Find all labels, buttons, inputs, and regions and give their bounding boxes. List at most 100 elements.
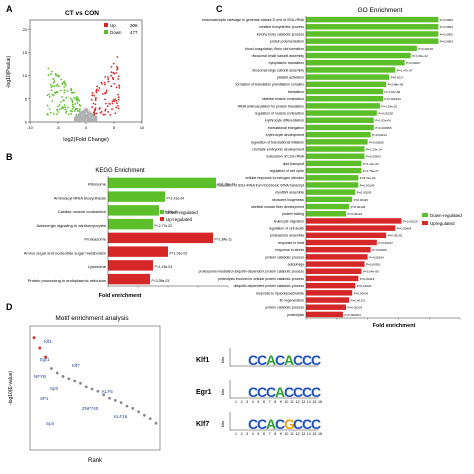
bar — [306, 146, 365, 152]
volcano-point-up — [111, 100, 114, 103]
bar-label: protein folding — [282, 212, 304, 216]
bar — [306, 268, 362, 274]
volcano-point-up — [116, 66, 118, 68]
bar-label: formation of translation preinitiation c… — [236, 83, 305, 87]
logo-letter: C — [275, 352, 285, 368]
bar-pvalue: P=0.00404 — [397, 227, 412, 231]
bar — [306, 254, 368, 260]
volcano-point-down — [56, 91, 59, 94]
logo-position: 1 — [235, 400, 237, 404]
bar — [306, 88, 383, 95]
bar-label: regulation of cell cycle — [270, 169, 304, 173]
logo-position: 11 — [290, 400, 294, 404]
motif-point — [44, 355, 48, 359]
volcano-point-up — [91, 94, 94, 97]
bar-pvalue: P=0.00437 — [378, 241, 393, 245]
logo-position: 6 — [263, 400, 265, 404]
volcano-point-up — [115, 106, 118, 109]
volcano-point-down — [71, 110, 73, 113]
bar-label: skeletal muscle contraction — [262, 97, 304, 101]
volcano-point-down — [46, 94, 49, 97]
volcano-point-down — [64, 82, 66, 85]
volcano-point-down — [79, 104, 82, 107]
volcano-point-down — [61, 96, 64, 98]
volcano-point-ns — [84, 113, 87, 116]
bar — [306, 261, 365, 267]
volcano-point-down — [62, 107, 64, 110]
legend-down-count: 477 — [130, 30, 138, 35]
motif-point — [79, 381, 82, 385]
volcano-point-ns — [94, 116, 97, 119]
bar-pvalue: P=1.23e-14 — [366, 147, 382, 151]
bar-label: proteolysis involved in cellular protein… — [218, 277, 304, 281]
motif-point — [67, 377, 71, 381]
volcano-point-up — [98, 108, 101, 110]
bar-label: Lysosome — [88, 264, 107, 269]
bar-pvalue: P=0.00301 — [366, 263, 381, 267]
bar-label: myofibril assembly — [275, 191, 304, 195]
volcano-x-tick-label: 5 — [113, 125, 116, 130]
logo-position: 12 — [296, 400, 300, 404]
volcano-point-down — [60, 78, 63, 81]
bar — [306, 124, 374, 131]
bar-label: lipid transport — [283, 162, 304, 166]
volcano-point-down — [61, 83, 64, 86]
bar-pvalue: P=0.00205 — [357, 191, 372, 195]
go-legend-up-swatch — [422, 221, 428, 225]
volcano-point-down — [76, 102, 79, 104]
volcano-point-up — [104, 109, 107, 112]
bar-label: Amino sugar and nucleotide sugar metabol… — [24, 250, 107, 255]
logo-position: 1 — [235, 432, 237, 436]
logo-letter: C — [275, 416, 285, 432]
logo-letter: A — [266, 352, 276, 368]
logo-position: 7 — [269, 432, 271, 436]
bar-pvalue: P=1.32e-68 — [385, 90, 401, 94]
bar — [306, 211, 347, 217]
volcano-point-up — [114, 98, 117, 100]
motif-label: KLF5 — [102, 389, 113, 394]
logo-name: Egr1 — [196, 389, 212, 396]
volcano-point-down — [51, 93, 54, 96]
motif-label: Sp3 — [50, 386, 59, 391]
logo-letter: C — [311, 416, 321, 432]
volcano-point-down — [46, 104, 49, 107]
bar-label: translational elongation — [268, 126, 304, 130]
bar-label: ubiquitin-dependent protein catabolic pr… — [234, 284, 305, 288]
bar-pvalue: P=2.75e-07 — [363, 169, 379, 173]
volcano-point-down — [55, 74, 58, 77]
volcano-point-up — [97, 89, 100, 92]
bar — [108, 191, 165, 202]
bar-label: creatine biosynthetic process — [259, 25, 304, 29]
volcano-point-ns — [87, 121, 89, 123]
kegg-xlabel: Fold enrichment — [99, 293, 142, 299]
volcano-point-ns — [80, 119, 83, 122]
motif-point — [142, 413, 146, 417]
volcano-point-ns — [86, 114, 89, 117]
kegg-bars: Ribosome P=1.79e-74 Aminoacyl-tRNA biosynt… — [24, 176, 235, 288]
go-xlabel: Fold enrichment — [373, 323, 416, 329]
bar-label: regulation of muscle contraction — [255, 112, 304, 116]
bar — [306, 189, 356, 195]
volcano-x-tick-label: -10 — [27, 125, 34, 130]
volcano-point-ns — [86, 117, 89, 120]
volcano-y-tick-label: 20 — [23, 27, 28, 32]
bar — [306, 218, 402, 224]
bar-label: Aminoacyl-tRNA biosynthesis — [54, 195, 106, 200]
volcano-point-ns — [78, 115, 81, 118]
volcano-point-up — [99, 112, 102, 114]
volcano-point-down — [55, 84, 58, 87]
volcano-point-ns — [89, 112, 92, 115]
bar-pvalue: P=0.0000 — [440, 40, 453, 44]
logo-letter: C — [293, 416, 303, 432]
motif-point — [84, 385, 88, 389]
volcano-point-down — [74, 98, 77, 101]
volcano-point-down — [71, 101, 74, 104]
volcano-legend: Up 306 Down 477 — [104, 23, 138, 35]
panel-label-d: D — [6, 302, 13, 312]
volcano-point-up — [91, 92, 94, 94]
bar-label: proteasome-mediated ubiquitin-dependent … — [199, 270, 305, 274]
logo-position: 11 — [290, 432, 294, 436]
bar-pvalue: P=0.00131 — [351, 298, 366, 302]
logo-name: Klf1 — [196, 357, 209, 364]
